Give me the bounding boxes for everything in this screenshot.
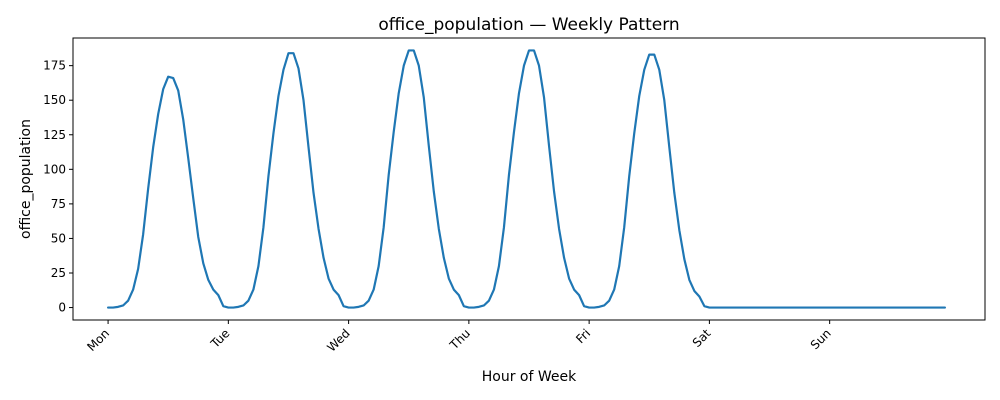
y-tick-label: 25 — [51, 266, 66, 280]
x-tick-label: Wed — [324, 326, 352, 354]
series-line — [106, 49, 947, 309]
x-tick-label: Fri — [573, 326, 593, 346]
y-axis: 0 25 50 75 100 125 150 175 — [43, 59, 73, 315]
x-tick-label: Sat — [690, 326, 714, 350]
x-axis: Mon Tue Wed Thu Fri Sat Sun — [84, 320, 834, 355]
x-tick-label: Thu — [446, 326, 473, 353]
y-tick-label: 175 — [43, 59, 66, 73]
y-tick-label: 0 — [58, 301, 66, 315]
plot-area: 0 25 50 75 100 125 150 175 Mon Tue Wed Thu Fri Sat Su… — [43, 37, 986, 355]
x-tick-label: Tue — [207, 326, 232, 351]
y-axis-label: office_population — [18, 119, 34, 239]
x-axis-label: Hour of Week — [482, 369, 577, 385]
y-tick-label: 125 — [43, 128, 66, 142]
chart-title: office_population — Weekly Pattern — [378, 15, 679, 35]
plot-frame — [72, 37, 986, 321]
y-tick-label: 50 — [51, 231, 66, 245]
y-tick-label: 100 — [43, 162, 66, 176]
y-tick-label: 150 — [43, 93, 66, 107]
x-tick-label: Sun — [808, 326, 834, 352]
x-tick-label: Mon — [84, 326, 112, 354]
y-tick-label: 75 — [51, 197, 66, 211]
